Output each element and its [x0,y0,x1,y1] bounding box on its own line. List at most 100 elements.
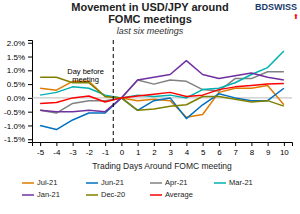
annotation: Day beforemeeting [67,67,104,85]
x-tick: 5 [201,142,206,157]
x-tick-mark [121,142,122,146]
x-tick-mark [235,142,236,146]
legend-label: Jul-21 [37,178,57,187]
legend-item: Jan-21 [22,190,60,199]
legend-label: Jan-21 [37,190,60,199]
x-tick-mark [251,142,252,146]
x-tick: -5 [37,142,45,157]
text-line: FOMC meetings [108,13,192,25]
logo-mark: ⬆ [293,13,299,20]
x-tick-label: -1 [102,148,110,157]
x-tick: -1 [102,142,110,157]
x-tick-mark [73,142,74,146]
x-tick-mark [186,142,187,146]
legend-label: Average [165,190,193,199]
x-tick-mark [138,142,139,146]
y-tick-mark [28,84,32,85]
legend: Jul-21 Jun-21 Apr-21 Mar-21 Jan-21 Dec-20 Aver… [22,178,253,199]
legend-item: Dec-20 [86,190,125,199]
x-tick-mark [40,142,41,146]
x-tick-label: 1 [136,148,141,157]
y-axis: -1.5% -1.0% -0.5% 0.0% 0.5% 1.0% 1.5% 2.0% [4,39,32,144]
chart-container: Movement in USD/JPY aroundFOMC meetingsl… [0,0,300,214]
y-tick-mark [28,98,32,99]
y-tick-mark [28,70,32,71]
x-tick-mark [219,142,220,146]
x-tick-label: 6 [217,148,222,157]
y-tick: 1.0% [7,66,32,75]
y-tick-label: 2.0% [7,39,25,48]
y-tick: 0.0% [7,94,32,103]
y-tick-label: -1.5% [4,135,25,144]
x-tick-label: 4 [185,148,190,157]
x-tick: 7 [233,142,238,157]
series-line [40,84,284,104]
legend-swatch [22,194,34,196]
y-tick-label: 0.5% [7,80,25,89]
y-tick: 2.0% [7,39,32,48]
y-tick: -0.5% [4,108,32,117]
text-line: meeting [72,75,99,84]
x-tick: 2 [152,142,157,157]
legend-label: Mar-21 [229,178,253,187]
x-tick-label: -4 [53,148,61,157]
legend-label: Apr-21 [165,178,188,187]
x-tick-label: 2 [152,148,157,157]
series-line [40,61,284,112]
x-tick: 9 [266,142,271,157]
x-tick-mark [105,142,106,146]
y-tick: -1.5% [4,135,32,144]
legend-label: Dec-20 [101,190,125,199]
x-tick: 6 [217,142,222,157]
y-tick-label: -0.5% [4,108,25,117]
x-tick: 3 [168,142,173,157]
title: Movement in USD/JPY aroundFOMC meetings [71,1,229,25]
plot-area [32,40,292,142]
y-tick: -1.0% [4,122,32,131]
x-tick-label: 9 [266,148,271,157]
legend-swatch [86,182,98,184]
y-axis-line [28,41,33,143]
legend-label: Jun-21 [101,178,124,187]
legend-item: Jun-21 [86,178,124,187]
y-tick-mark [28,139,32,140]
x-tick-label: 0 [120,148,125,157]
legend-swatch [214,182,226,184]
y-tick: 0.5% [7,80,32,89]
x-axis: -5 -4 -3 -2 -1 0 1 2 3 4 5 6 7 8 9 10 [33,142,293,157]
x-label: Trading Days Around FOMC meeting [92,161,232,171]
legend-item: Average [150,190,193,199]
y-tick-mark [28,125,32,126]
subtitle: last six meetings [117,26,184,36]
series-line [40,72,284,113]
x-tick-mark [203,142,204,146]
legend-item: Jul-21 [22,178,57,187]
legend-swatch [150,194,162,196]
x-tick: -4 [53,142,61,157]
y-tick-label: 1.0% [7,66,25,75]
x-tick-label: 10 [280,148,289,157]
x-tick-label: 5 [201,148,206,157]
chart-svg: Movement in USD/JPY aroundFOMC meetingsl… [0,0,300,214]
x-tick-label: 3 [168,148,173,157]
legend-item: Apr-21 [150,178,188,187]
x-tick: 0 [120,142,125,157]
y-tick: 1.5% [7,53,32,62]
x-tick-mark [89,142,90,146]
y-tick-mark [28,57,32,58]
y-tick-mark [28,112,32,113]
x-tick-label: -5 [37,148,45,157]
legend-item: Mar-21 [214,178,253,187]
y-tick-label: 0.0% [7,94,25,103]
text-line: Movement in USD/JPY around [71,1,229,13]
logo: BDSWISS [255,2,297,12]
y-tick-mark [28,43,32,44]
x-tick-mark [154,142,155,146]
x-tick: -3 [70,142,78,157]
x-tick-label: 8 [250,148,255,157]
x-tick-mark [170,142,171,146]
legend-swatch [86,194,98,196]
y-tick-label: 1.5% [7,53,25,62]
x-tick: -2 [86,142,94,157]
x-tick-mark [268,142,269,146]
